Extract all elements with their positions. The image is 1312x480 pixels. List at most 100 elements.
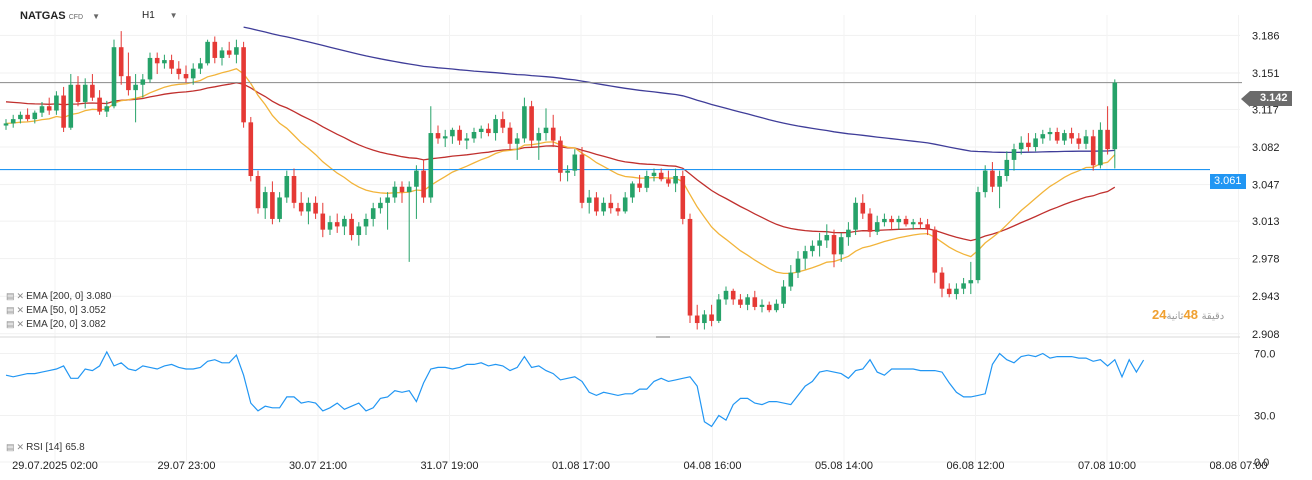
candle-body	[313, 202, 318, 214]
grid	[0, 15, 1240, 463]
candle-body	[169, 60, 174, 69]
candle	[378, 197, 383, 214]
close-icon[interactable]: ✕	[16, 442, 24, 452]
candle	[248, 116, 254, 182]
candle	[39, 101, 45, 117]
candle-body	[1026, 142, 1031, 148]
candle-body	[212, 41, 218, 58]
indicator-ema20[interactable]: ▤ ✕ EMA [20, 0] 3.082	[6, 319, 106, 330]
candle	[759, 299, 765, 313]
candle-body	[932, 229, 938, 273]
price-tick-label: 3.013	[1252, 216, 1280, 228]
candle	[896, 215, 902, 230]
candle	[694, 304, 700, 330]
settings-icon[interactable]: ▤	[6, 442, 14, 452]
candle-body	[442, 136, 448, 139]
candles	[3, 31, 1118, 330]
candle	[644, 170, 650, 193]
candle-body	[111, 47, 117, 107]
settings-icon[interactable]: ▤	[6, 319, 14, 329]
candle	[478, 125, 484, 139]
candle	[284, 170, 290, 203]
indicator-value: 3.080	[86, 291, 112, 302]
candle	[918, 217, 923, 229]
candle	[68, 74, 74, 130]
last-price-pointer	[1241, 91, 1250, 107]
candle-body	[1112, 82, 1118, 150]
candle-body	[658, 172, 664, 180]
candle-body	[594, 197, 599, 212]
level-price: 3.061	[1214, 175, 1242, 187]
candle-body	[471, 131, 477, 139]
candle-body	[680, 176, 686, 219]
candle	[18, 111, 23, 124]
candle-body	[176, 68, 182, 75]
candle-body	[666, 179, 671, 184]
candle	[565, 165, 570, 182]
chevron-down-icon[interactable]: ▼	[92, 12, 101, 21]
indicator-ema50[interactable]: ▤ ✕ EMA [50, 0] 3.052	[6, 305, 106, 316]
candle	[241, 41, 246, 128]
settings-icon[interactable]: ▤	[6, 305, 14, 315]
candle-body	[1062, 133, 1067, 141]
candle-body	[637, 183, 642, 188]
price-tick-label: 3.186	[1252, 30, 1280, 42]
indicator-rsi[interactable]: ▤ ✕ RSI [14] 65.8	[6, 442, 85, 453]
candle-body	[25, 114, 30, 120]
symbol-suffix: CFD	[68, 14, 84, 21]
symbol-selector[interactable]: NATGAS CFD ▼	[20, 10, 100, 22]
candle-body	[154, 57, 160, 64]
candle	[666, 170, 671, 187]
candle-body	[147, 57, 153, 80]
candle-body	[766, 304, 772, 311]
candle-body	[262, 192, 268, 209]
candle	[140, 74, 146, 98]
candle	[522, 97, 527, 143]
candle	[882, 213, 887, 227]
candle	[133, 74, 138, 123]
close-icon[interactable]: ✕	[16, 291, 24, 301]
close-icon[interactable]: ✕	[16, 305, 24, 315]
candle	[903, 215, 909, 227]
candle	[1090, 129, 1096, 171]
settings-icon[interactable]: ▤	[6, 291, 14, 301]
candle-body	[903, 218, 909, 225]
candle-body	[802, 251, 808, 259]
candle	[183, 65, 189, 83]
candle-body	[46, 106, 52, 111]
candle-body	[867, 213, 873, 232]
pane-resize-handle[interactable]	[656, 336, 670, 338]
candle	[889, 215, 894, 230]
candle-body	[428, 133, 434, 198]
candle-body	[968, 280, 974, 284]
chevron-down-icon[interactable]: ▼	[169, 11, 178, 20]
candle	[363, 213, 369, 236]
candle-body	[723, 290, 729, 300]
candle	[766, 301, 772, 313]
price-tick-label: 2.978	[1252, 254, 1280, 266]
candle	[925, 218, 930, 236]
candle	[982, 165, 988, 198]
level-price-tag[interactable]: 3.061	[1210, 174, 1246, 189]
candle-body	[1004, 159, 1010, 176]
candle	[745, 294, 750, 311]
candle	[846, 222, 851, 246]
candle-body	[601, 202, 606, 212]
indicator-ema200[interactable]: ▤ ✕ EMA [200, 0] 3.080	[6, 291, 111, 302]
close-icon[interactable]: ✕	[16, 319, 24, 329]
timeframe-selector[interactable]: H1 ▼	[142, 10, 178, 21]
candle	[298, 192, 304, 216]
candle-body	[349, 218, 354, 236]
time-axis: 29.07.2025 02:00 29.07 23:00 30.07 21:00 31…	[12, 460, 1267, 472]
candle	[126, 52, 131, 96]
candle	[399, 181, 405, 203]
candle	[1112, 79, 1118, 169]
candle-body	[990, 170, 995, 187]
candle	[486, 123, 491, 137]
candle-body	[982, 170, 988, 193]
candle	[3, 119, 9, 130]
candle-body	[1018, 142, 1024, 150]
candle-body	[716, 299, 722, 321]
candle	[939, 267, 945, 298]
